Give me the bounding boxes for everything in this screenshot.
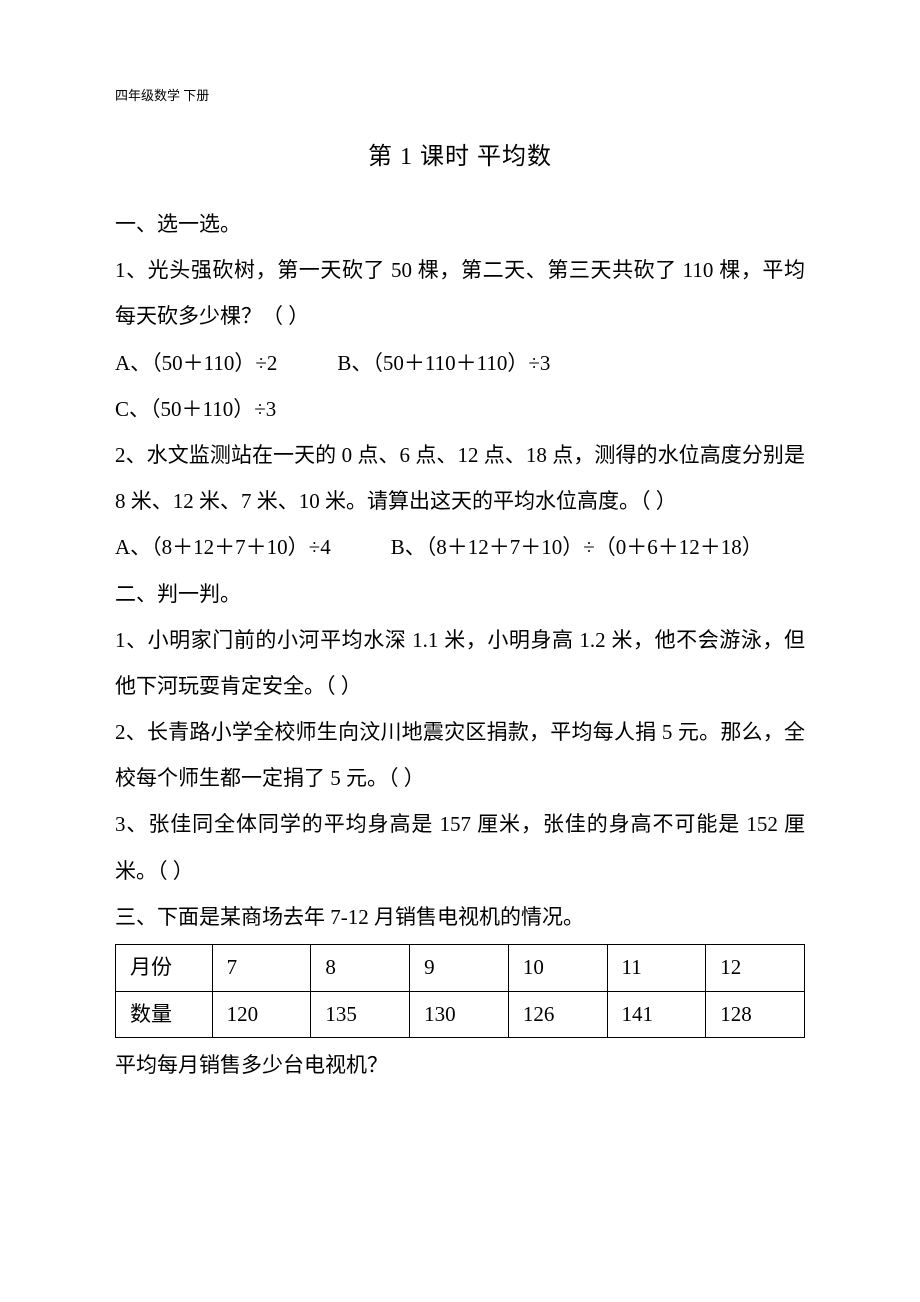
s1-q1-optA: A、（50＋110）÷2 bbox=[115, 340, 277, 386]
table-cell: 10 bbox=[508, 945, 607, 992]
s1-q1-optB: B、（50＋110＋110）÷3 bbox=[337, 340, 550, 386]
s1-q2-options: A、（8＋12＋7＋10）÷4 B、（8＋12＋7＋10）÷（0＋6＋12＋18… bbox=[115, 524, 805, 570]
table-cell: 8 bbox=[311, 945, 410, 992]
s1-q1-optC: C、（50＋110）÷3 bbox=[115, 386, 805, 432]
table-cell: 7 bbox=[212, 945, 311, 992]
table-cell: 120 bbox=[212, 991, 311, 1038]
lesson-title: 第 1 课时 平均数 bbox=[115, 136, 805, 171]
table-cell: 135 bbox=[311, 991, 410, 1038]
s1-q2-optA: A、（8＋12＋7＋10）÷4 bbox=[115, 524, 331, 570]
table-cell: 130 bbox=[410, 991, 509, 1038]
table-cell: 12 bbox=[706, 945, 805, 992]
sales-table: 月份 7 8 9 10 11 12 数量 120 135 130 126 141… bbox=[115, 944, 805, 1038]
s1-q1-options: A、（50＋110）÷2 B、（50＋110＋110）÷3 bbox=[115, 340, 805, 386]
table-cell: 11 bbox=[607, 945, 706, 992]
s2-q1: 1、小明家门前的小河平均水深 1.1 米，小明身高 1.2 米，他不会游泳，但他… bbox=[115, 617, 805, 709]
s2-q3: 3、张佳同全体同学的平均身高是 157 厘米，张佳的身高不可能是 152 厘米。… bbox=[115, 801, 805, 893]
table-cell: 141 bbox=[607, 991, 706, 1038]
table-cell: 126 bbox=[508, 991, 607, 1038]
section-3-heading: 三、下面是某商场去年 7-12 月销售电视机的情况。 bbox=[115, 894, 805, 940]
table-cell: 128 bbox=[706, 991, 805, 1038]
table-row-months: 月份 7 8 9 10 11 12 bbox=[116, 945, 805, 992]
s2-q2: 2、长青路小学全校师生向汶川地震灾区捐款，平均每人捐 5 元。那么，全校每个师生… bbox=[115, 709, 805, 801]
table-cell: 数量 bbox=[116, 991, 213, 1038]
s3-footer-question: 平均每月销售多少台电视机？ bbox=[115, 1042, 805, 1088]
section-1-heading: 一、选一选。 bbox=[115, 201, 805, 247]
section-2-heading: 二、判一判。 bbox=[115, 571, 805, 617]
table-cell: 9 bbox=[410, 945, 509, 992]
table-cell: 月份 bbox=[116, 945, 213, 992]
document-content: 一、选一选。 1、光头强砍树，第一天砍了 50 棵，第二天、第三天共砍了 110… bbox=[115, 201, 805, 1088]
s1-q1-text: 1、光头强砍树，第一天砍了 50 棵，第二天、第三天共砍了 110 棵，平均每天… bbox=[115, 247, 805, 339]
s1-q2-text: 2、水文监测站在一天的 0 点、6 点、12 点、18 点，测得的水位高度分别是… bbox=[115, 432, 805, 524]
table-row-values: 数量 120 135 130 126 141 128 bbox=[116, 991, 805, 1038]
page-header: 四年级数学 下册 bbox=[115, 85, 805, 104]
s1-q2-optB: B、（8＋12＋7＋10）÷（0＋6＋12＋18） bbox=[391, 524, 763, 570]
